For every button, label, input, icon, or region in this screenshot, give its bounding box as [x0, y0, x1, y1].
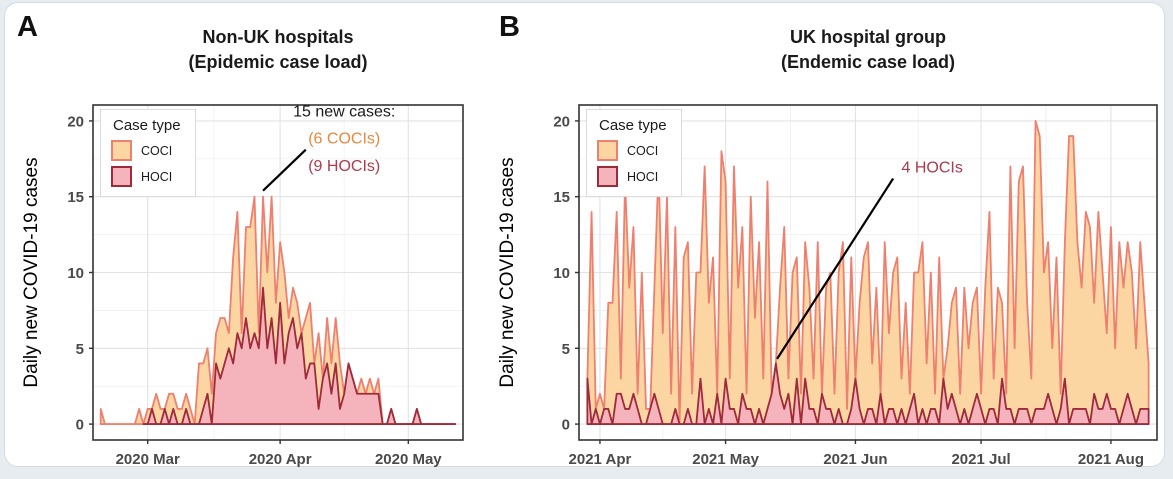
legend-title: Case type — [599, 117, 667, 134]
annotation-text: 15 new cases: — [293, 103, 395, 120]
annotation-line — [262, 148, 307, 192]
y-tick-label: 0 — [76, 417, 84, 434]
x-tick-label: 2020 May — [375, 451, 442, 468]
figure-card: A B Non-UK hospitals (Epidemic case load… — [4, 2, 1165, 468]
y-tick-label: 15 — [553, 189, 570, 206]
panel-b-legend: Case type COCI HOCI — [586, 109, 682, 197]
annotation-text: 4 HOCIs — [902, 159, 963, 176]
coci-label: COCI — [141, 143, 173, 158]
panel-b-title: UK hospital group (Endemic case load) — [579, 25, 1157, 75]
legend-item-coci: COCI — [111, 140, 181, 161]
hoci-label: HOCI — [141, 169, 173, 184]
hoci-label: HOCI — [627, 169, 659, 184]
coci-area — [586, 120, 1150, 425]
panel-b-title-line1: UK hospital group — [790, 27, 946, 47]
coci-swatch — [111, 140, 132, 161]
panel-b-chart: 0 5 10 15 20 2021 Apr 2021 May 2021 Jun 2021 Jul… — [497, 104, 1158, 468]
panel-a-title: Non-UK hospitals (Epidemic case load) — [93, 25, 463, 75]
x-tick-label: 2021 Jul — [951, 451, 1010, 468]
y-tick-label: 20 — [67, 113, 84, 130]
coci-swatch — [597, 140, 618, 161]
y-axis-label: Daily new COVID-19 cases — [497, 157, 518, 387]
panel-a-title-line2: (Epidemic case load) — [188, 52, 368, 72]
annotation-line — [776, 177, 895, 360]
x-tick-label: 2021 Apr — [569, 451, 632, 468]
hoci-area — [142, 286, 457, 425]
x-tick-label: 2021 Aug — [1078, 451, 1144, 468]
x-tick-label: 2020 Mar — [116, 451, 180, 468]
hoci-area — [586, 362, 1150, 425]
y-tick-label: 15 — [67, 189, 84, 206]
x-tick-label: 2021 May — [692, 451, 759, 468]
legend-item-hoci: HOCI — [597, 166, 667, 187]
y-tick-label: 5 — [562, 341, 570, 358]
legend-item-coci: COCI — [597, 140, 667, 161]
y-axis-label: Daily new COVID-19 cases — [21, 157, 42, 387]
legend-item-hoci: HOCI — [111, 166, 181, 187]
panel-a-chart: 0 5 10 15 20 2020 Mar 2020 Apr 2020 May Daily ne… — [21, 103, 464, 468]
annotation-text: (9 HOCIs) — [308, 158, 380, 175]
panel-b-title-line2: (Endemic case load) — [780, 52, 956, 72]
y-tick-label: 10 — [67, 265, 84, 282]
panel-a-title-line1: Non-UK hospitals — [202, 27, 354, 47]
y-tick-label: 0 — [562, 417, 570, 434]
hoci-swatch — [597, 166, 618, 187]
panel-a-label: A — [17, 11, 38, 43]
x-tick-label: 2020 Apr — [249, 451, 312, 468]
legend-title: Case type — [113, 117, 181, 134]
panel-a-legend: Case type COCI HOCI — [100, 109, 196, 197]
y-tick-label: 5 — [76, 341, 84, 358]
x-tick-label: 2021 Jun — [823, 451, 887, 468]
panel-b-label: B — [499, 11, 520, 43]
coci-label: COCI — [627, 143, 659, 158]
hoci-swatch — [111, 166, 132, 187]
y-tick-label: 20 — [553, 113, 570, 130]
y-tick-label: 10 — [553, 265, 570, 282]
annotation-text: (6 COCIs) — [308, 131, 380, 148]
